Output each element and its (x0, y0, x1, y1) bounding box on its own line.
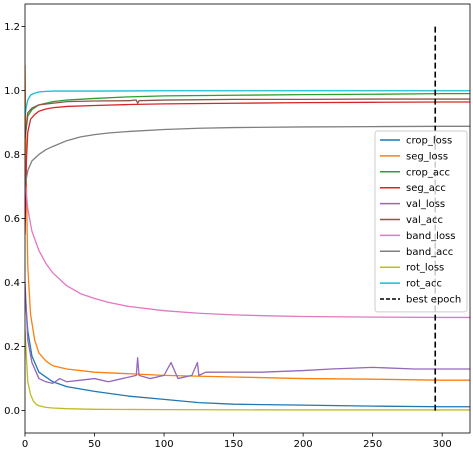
x-tick-label: 300 (433, 439, 452, 450)
y-tick-label: 0.4 (4, 278, 20, 289)
series-line-seg-loss (25, 64, 470, 381)
series-line-seg-acc (25, 101, 470, 235)
x-tick-label: 200 (294, 439, 313, 450)
x-axis: 0 50 100 150 200 250 300 (22, 433, 452, 450)
legend-label: rot_loss (406, 263, 444, 274)
y-tick-label: 0.0 (4, 406, 20, 417)
y-tick-label: 1.2 (4, 22, 20, 33)
series-line-crop-acc (25, 92, 470, 139)
x-tick-label: 100 (155, 439, 174, 450)
legend: crop_loss seg_loss crop_acc seg_acc val_loss… (374, 130, 468, 313)
legend-label: band_loss (406, 231, 455, 242)
series-line-rot-loss (25, 330, 470, 411)
series-line-rot-acc (25, 90, 470, 117)
legend-label: val_loss (406, 199, 445, 210)
legend-label: band_acc (406, 247, 453, 258)
y-tick-label: 0.2 (4, 342, 20, 353)
x-tick-label: 0 (22, 439, 28, 450)
x-tick-label: 50 (88, 439, 101, 450)
x-tick-label: 250 (363, 439, 382, 450)
legend-label: rot_acc (406, 279, 442, 290)
series-line-band-acc (25, 125, 470, 187)
y-tick-label: 1.0 (4, 86, 20, 97)
y-axis: 0.0 0.2 0.4 0.6 0.8 1.0 1.2 (4, 22, 25, 417)
series-layer (25, 64, 470, 411)
x-tick-label: 150 (224, 439, 243, 450)
y-tick-label: 0.8 (4, 150, 20, 161)
legend-label: crop_acc (406, 167, 450, 178)
legend-label: seg_acc (406, 183, 446, 194)
series-line-band-loss (25, 180, 470, 319)
series-line-crop-loss (25, 292, 470, 408)
series-line-val-loss (25, 282, 470, 385)
legend-label: crop_loss (406, 136, 452, 147)
series-line-val-acc (25, 98, 470, 139)
legend-label: best epoch (406, 295, 461, 306)
legend-label: seg_loss (406, 151, 448, 162)
y-tick-label: 0.6 (4, 214, 20, 225)
legend-label: val_acc (406, 215, 443, 226)
